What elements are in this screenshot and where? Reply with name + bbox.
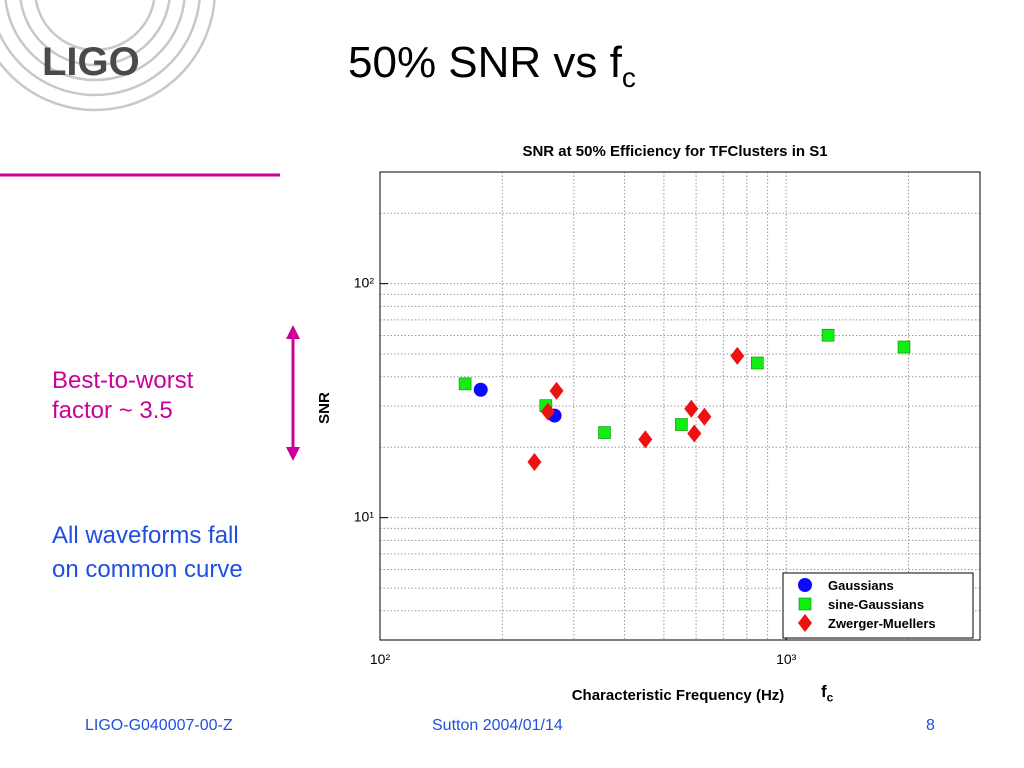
x-annotation: fc — [821, 682, 833, 704]
legend-marker — [798, 578, 812, 592]
point — [751, 356, 764, 370]
x-tick-label: 10² — [370, 651, 391, 667]
point — [730, 346, 745, 365]
point — [598, 426, 611, 439]
legend-marker — [798, 597, 812, 611]
y-tick-label: 10² — [354, 275, 375, 291]
legend-label: sine-Gaussians — [828, 597, 924, 612]
legend-box — [782, 572, 974, 639]
x-axis-label: Characteristic Frequency (Hz) — [572, 687, 785, 704]
legend-label: Zwerger-Muellers — [828, 616, 936, 631]
point — [897, 340, 911, 354]
footer: LIGO-G040007-00-Z — [85, 717, 233, 734]
footer: Sutton 2004/01/14 — [432, 717, 563, 734]
plot-frame — [379, 171, 981, 641]
point — [687, 424, 702, 443]
chart: SNR at 50% Efficiency for TFClusters in … — [316, 143, 981, 704]
page-number: 8 — [926, 717, 935, 734]
logo-text: LIGO — [42, 40, 140, 84]
point — [821, 328, 835, 342]
annotation-sub: c — [826, 690, 834, 705]
slide-title: 50% SNR vs fc — [348, 38, 636, 94]
note: All waveforms fall on common curve — [52, 522, 243, 583]
annotation-text: f — [821, 682, 827, 701]
legend-label: Gaussians — [828, 578, 894, 593]
note: Best-to-worst factor ~ 3.5 — [52, 367, 194, 424]
y-axis-label: SNR — [316, 392, 333, 424]
chart-title: SNR at 50% Efficiency for TFClusters in … — [522, 143, 827, 160]
x-tick-label: 10³ — [776, 651, 797, 667]
point — [458, 377, 472, 391]
point — [684, 399, 699, 418]
point — [527, 452, 542, 471]
range-arrow — [286, 325, 300, 461]
title-sub: c — [621, 61, 636, 93]
y-tick-label: 10¹ — [354, 509, 375, 525]
point — [473, 382, 488, 397]
legend-marker — [798, 614, 812, 632]
point — [638, 430, 653, 449]
point — [549, 381, 564, 400]
point — [540, 402, 555, 421]
title-text: 50% SNR vs f — [348, 38, 622, 87]
logo-arcs — [0, 0, 216, 112]
point — [697, 407, 712, 426]
point — [675, 418, 688, 431]
